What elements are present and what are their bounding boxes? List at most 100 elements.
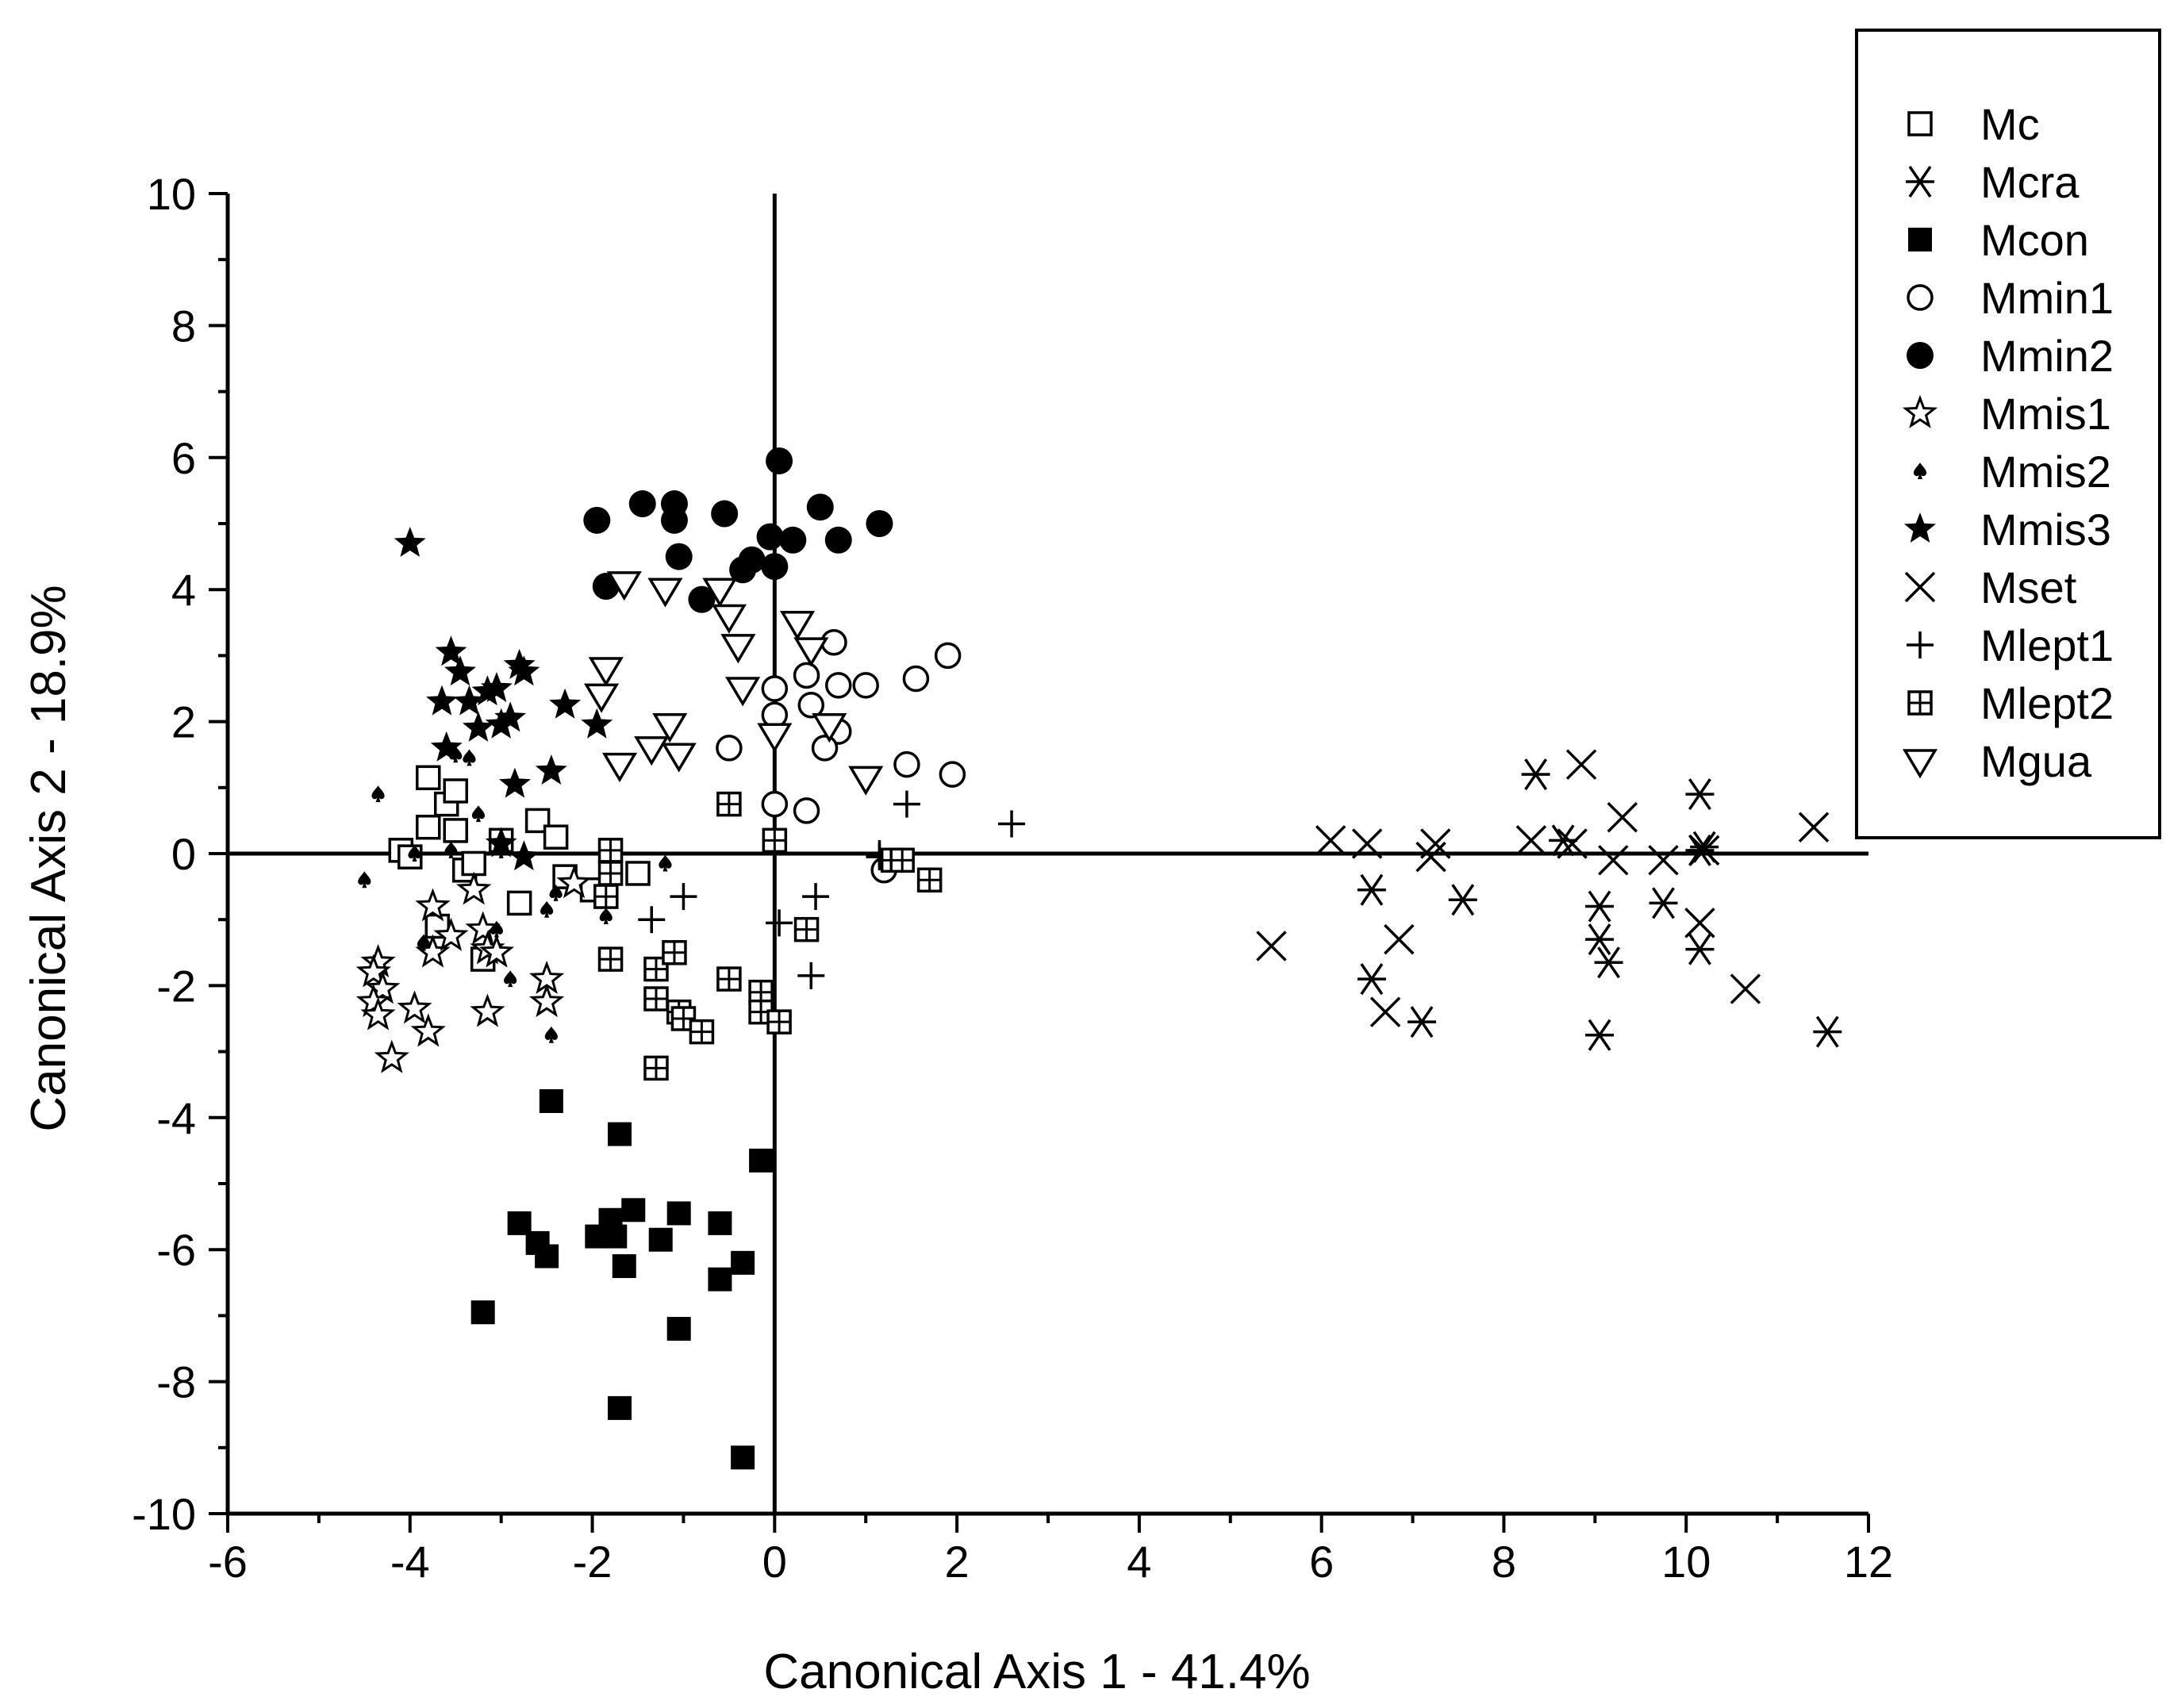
data-point (426, 685, 458, 716)
data-point (711, 500, 739, 528)
data-point (485, 708, 517, 739)
data-point (417, 934, 431, 951)
y-tick-label: -6 (156, 1225, 196, 1275)
data-point (666, 1317, 691, 1341)
x-tick-label: 4 (1127, 1537, 1151, 1587)
data-point (825, 672, 852, 699)
data-point (355, 954, 391, 988)
data-point (1515, 825, 1547, 856)
data-point (503, 648, 536, 679)
data-point (478, 934, 515, 968)
data-point (666, 1201, 691, 1226)
data-point (802, 883, 830, 911)
data-point (1408, 1006, 1437, 1038)
data-point (410, 1013, 446, 1047)
data-point (463, 711, 494, 742)
data-point (702, 578, 738, 608)
legend-marker-mgua (1902, 749, 1938, 779)
series-mset (1256, 749, 1830, 1027)
data-point (670, 883, 697, 911)
data-point (416, 765, 441, 791)
series-mmin1 (716, 629, 966, 884)
data-point (498, 767, 531, 798)
data-point (647, 578, 683, 608)
data-point (749, 1148, 774, 1173)
y-tick-label: -8 (156, 1357, 196, 1407)
data-point (470, 993, 505, 1027)
data-point (470, 1300, 495, 1325)
data-point (889, 847, 915, 873)
data-point (793, 637, 829, 667)
data-point (848, 766, 884, 796)
data-point (549, 688, 582, 719)
data-point (766, 447, 793, 474)
data-point (508, 655, 540, 686)
data-point (638, 906, 666, 934)
data-point (443, 778, 468, 804)
data-point (659, 854, 672, 872)
data-point (608, 1122, 632, 1146)
data-point (481, 672, 513, 702)
legend-marker-mcon (1908, 228, 1932, 251)
data-point (506, 890, 532, 916)
data-point (535, 1244, 559, 1269)
data-point (716, 966, 742, 992)
data-point (528, 983, 565, 1018)
legend-label: Mgua (1980, 736, 2092, 786)
data-point (597, 946, 624, 972)
x-tick-label: 0 (762, 1537, 787, 1587)
legend-marker-mlept2 (1907, 690, 1933, 716)
data-point (662, 940, 687, 965)
legend-marker-mmin1 (1907, 284, 1934, 311)
data-point (731, 1445, 755, 1470)
data-point (539, 1089, 563, 1113)
data-point (866, 510, 893, 537)
data-point (797, 692, 825, 719)
data-point (603, 1224, 628, 1249)
data-point (757, 723, 793, 753)
data-point (793, 662, 820, 689)
data-point (998, 810, 1026, 838)
data-point (1685, 933, 1715, 965)
y-tick-label: 4 (171, 565, 196, 615)
legend-label: Mmis1 (1980, 389, 2111, 439)
x-tick-label: 2 (945, 1537, 970, 1587)
data-point (556, 865, 592, 899)
data-point (1585, 1019, 1615, 1051)
data-point (1585, 890, 1615, 923)
data-point (358, 871, 371, 889)
legend: Mc Mcra Mcon Mmin1 Mmin2 Mmis1 Mmis2 Mmis3 Mset M… (1855, 29, 2161, 839)
data-point (1565, 749, 1597, 780)
y-tick-label: 6 (171, 433, 196, 483)
data-point (934, 642, 962, 670)
data-point (471, 805, 486, 823)
legend-label: Mc (1980, 99, 2040, 149)
data-point (606, 571, 642, 601)
legend-marker-mmis1 (1902, 394, 1938, 428)
data-point (731, 1250, 755, 1275)
y-tick-label: 0 (171, 829, 196, 879)
legend-marker-mset (1904, 571, 1936, 603)
data-point (1256, 931, 1287, 961)
y-tick-label: 2 (171, 697, 196, 747)
data-point (1649, 887, 1678, 919)
data-point (508, 840, 540, 871)
data-point (408, 845, 421, 862)
x-tick-label: 8 (1492, 1537, 1516, 1587)
data-point (394, 527, 426, 557)
y-tick-label: -2 (156, 961, 196, 1011)
data-point (652, 713, 688, 743)
data-point (374, 1039, 409, 1073)
data-point (625, 861, 651, 886)
legend-label: Mcon (1980, 215, 2089, 265)
data-point (583, 506, 611, 534)
data-point (793, 797, 820, 824)
legend-label: Mmis3 (1980, 505, 2111, 555)
series-mmis3 (394, 527, 613, 871)
series-mmis1 (355, 865, 592, 1073)
data-point (415, 888, 451, 922)
data-point (1688, 835, 1720, 866)
data-point (355, 983, 391, 1018)
data-point (689, 1019, 715, 1045)
data-point (852, 672, 879, 699)
